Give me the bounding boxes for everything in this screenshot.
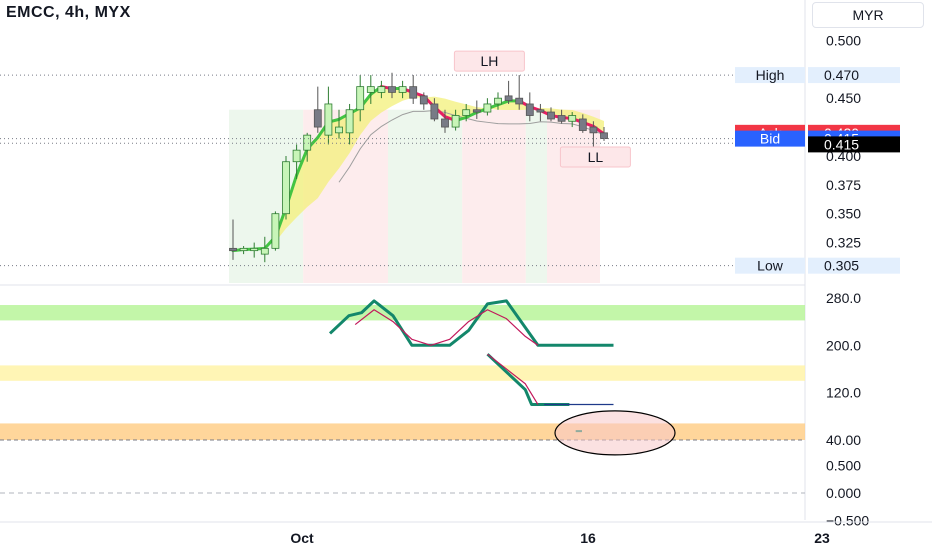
shade-band — [547, 109, 600, 283]
slow-ma-line — [338, 110, 605, 183]
currency-button[interactable]: MYR — [812, 2, 924, 28]
sub-tick-label: −0.500 — [826, 513, 869, 529]
candle-body — [356, 86, 365, 111]
candle-body — [568, 115, 577, 122]
candle-body — [494, 97, 502, 105]
candle-body — [377, 86, 386, 93]
candle-body — [419, 95, 428, 105]
candle-body — [451, 115, 460, 128]
candle-body — [303, 134, 312, 151]
symbol-title: EMCC, 4h, MYX — [6, 4, 131, 21]
candle-body — [335, 126, 343, 134]
candle-body — [239, 247, 248, 252]
candle-body — [504, 95, 513, 101]
candle-body — [462, 109, 471, 116]
candle-body — [271, 213, 280, 249]
candle-body — [600, 132, 608, 140]
low-tag-value-box — [808, 257, 900, 274]
shade-band — [388, 109, 463, 283]
candle-body — [472, 109, 481, 113]
ma-cloud — [275, 86, 604, 242]
candle-body — [292, 149, 301, 163]
oscillator-pane: 280.0 200.0 120.0 40.00 — [0, 284, 861, 456]
bid-tag-label-box — [735, 130, 805, 147]
candle-body — [398, 86, 407, 93]
time-tick-label: 16 — [580, 530, 596, 546]
candle-body — [324, 103, 333, 136]
price-tick-label: 0.450 — [826, 90, 861, 106]
candle-body — [589, 126, 598, 134]
high-tag-label: High — [756, 67, 785, 83]
sub-tick-label: 0.500 — [826, 458, 861, 474]
osc-series-line — [354, 309, 539, 346]
bid-tag-label: Bid — [760, 131, 780, 147]
shade-band — [525, 109, 547, 283]
osc-series-line — [328, 299, 614, 347]
orange-zone — [0, 423, 805, 440]
lh-label: LH — [480, 53, 498, 69]
candle-body — [525, 103, 534, 116]
candle-body — [250, 247, 259, 252]
candle-body — [557, 115, 566, 122]
candle-body — [260, 247, 269, 255]
fast-ma-segment — [464, 110, 479, 119]
sub-tick-label: 0.000 — [826, 485, 861, 501]
time-axis: Oct 16 23 — [0, 521, 932, 546]
osc-tick-label: 120.0 — [826, 385, 861, 401]
candle-body — [388, 86, 396, 93]
osc-tick-label: 40.00 — [826, 432, 861, 448]
last-tag-value-box — [808, 136, 900, 153]
time-tick-label: Oct — [290, 530, 314, 546]
osc-tick-label: 280.0 — [826, 290, 861, 306]
fast-ma-segment — [295, 147, 309, 177]
ll-label: LL — [588, 149, 604, 165]
candle-body — [409, 86, 418, 99]
candle-body — [229, 247, 237, 252]
yellow-zone — [0, 365, 805, 381]
time-tick-label: 23 — [814, 530, 830, 546]
candle-body — [430, 103, 439, 120]
osc-series-line — [487, 353, 539, 405]
low-tag-value: 0.305 — [824, 258, 859, 274]
candle-body — [578, 118, 587, 131]
candle-body — [483, 103, 492, 113]
candle-body — [345, 109, 354, 134]
ll-label-box — [559, 146, 631, 168]
price-tick-label: 0.325 — [826, 235, 861, 251]
high-tag-label-box — [735, 67, 805, 84]
candle-body — [515, 97, 524, 105]
sub-oscillator-pane: 0.500 0.000 −0.500 — [0, 458, 869, 529]
osc-tick-label: 200.0 — [826, 337, 861, 353]
high-tag-value-box — [808, 67, 900, 84]
low-tag-label: Low — [757, 258, 784, 274]
candle-body — [536, 109, 545, 113]
price-pane: 0.5250.5000.4500.4000.3750.3500.325High0… — [0, 0, 900, 520]
price-tick-label: 0.375 — [826, 177, 861, 193]
last-tag-value: 0.415 — [824, 136, 859, 152]
candle-body — [366, 86, 375, 93]
candle-body — [547, 111, 555, 120]
lh-label-box — [453, 50, 525, 72]
price-tick-label: 0.350 — [826, 206, 861, 222]
candle-body — [441, 118, 449, 128]
green-zone — [0, 305, 805, 321]
low-tag-label-box — [735, 257, 805, 274]
high-tag-value: 0.470 — [824, 67, 859, 83]
price-tick-label: 0.500 — [826, 32, 861, 48]
highlight-circle — [554, 410, 676, 456]
candle-body — [282, 161, 290, 215]
shade-band — [462, 109, 526, 283]
candle-body — [313, 109, 322, 128]
